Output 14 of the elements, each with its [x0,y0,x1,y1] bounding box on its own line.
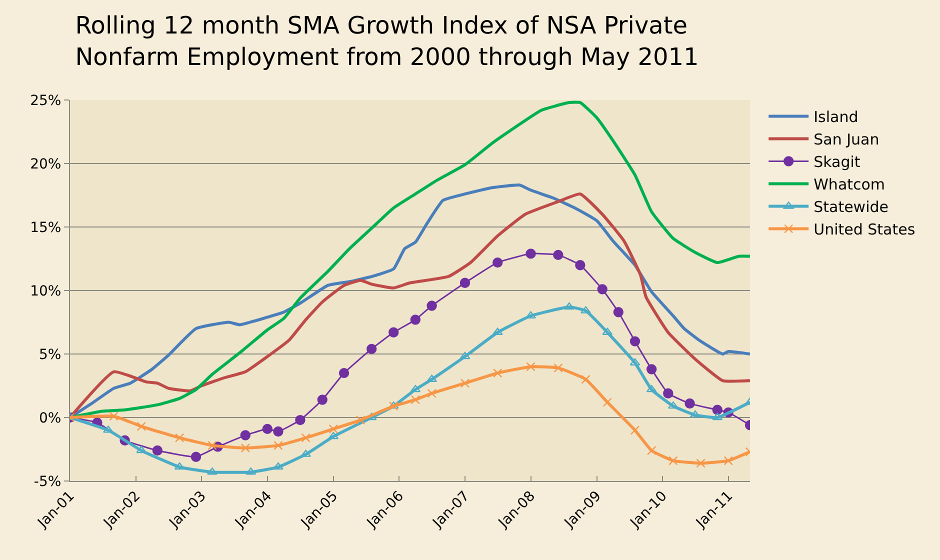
legend-label: Statewide [814,198,888,216]
y-tick-label: 15% [30,220,62,236]
y-tick-label: 20% [30,156,62,172]
y-tick-label: -5% [34,474,62,490]
y-tick-label: 5% [38,346,62,363]
legend-label: San Juan [814,130,880,149]
legend-label: Whatcom [814,176,886,194]
y-tick-label: 25% [30,92,62,109]
chart-title: Rolling 12 month SMA Growth Index of NSA Private Nonfarm Employment from 2000 through May 2011 [75,12,699,71]
y-tick-label: 10% [30,283,62,300]
legend-label: Skagit [814,153,860,172]
legend-label: Island [814,108,858,126]
legend-label: United States [814,220,916,239]
y-tick-label: 0% [38,410,62,426]
